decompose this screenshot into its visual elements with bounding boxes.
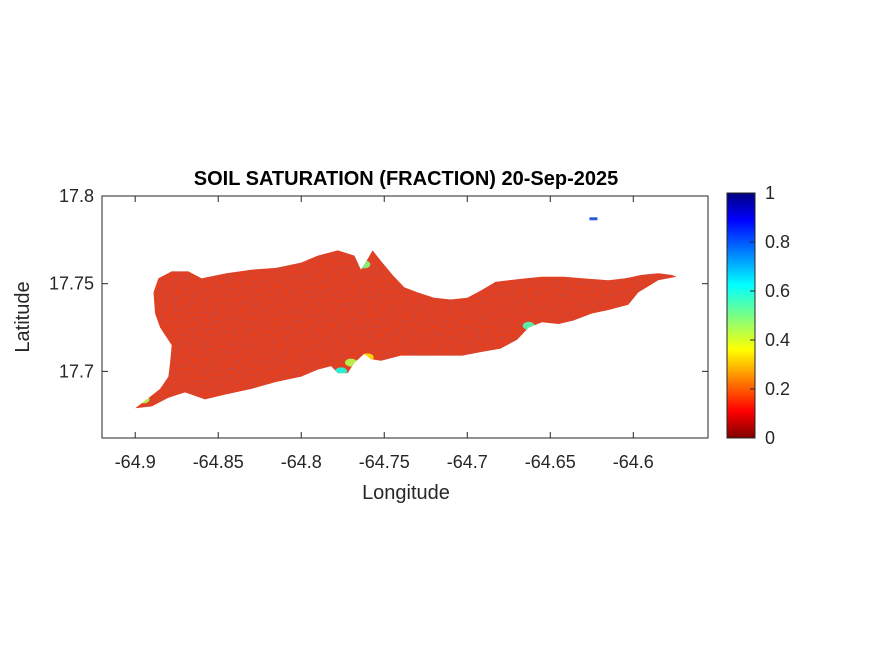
colorbar-ticks: 0 0.2 0.4 0.6 0.8 1 — [750, 183, 790, 448]
y-tick-label: 17.7 — [59, 361, 94, 381]
axes-box — [101, 195, 709, 439]
colorbar-tick-label: 0.6 — [765, 281, 790, 301]
y-axis: 17.7 17.75 17.8 — [49, 186, 708, 381]
x-tick-label: -64.85 — [193, 452, 244, 472]
islet — [589, 217, 598, 221]
x-tick-label: -64.65 — [525, 452, 576, 472]
colorbar: 0 0.2 0.4 0.6 0.8 1 — [726, 183, 790, 448]
colorbar-tick-label: 0.2 — [765, 379, 790, 399]
colorbar-tick-label: 1 — [765, 183, 775, 203]
x-tick-label: -64.7 — [447, 452, 488, 472]
y-axis-label: Latitude — [12, 281, 34, 352]
colorbar-tick-label: 0 — [765, 428, 775, 448]
x-tick-label: -64.75 — [359, 452, 410, 472]
x-axis: -64.9 -64.85 -64.8 -64.75 -64.7 -64.65 -64.6 — [115, 196, 654, 472]
x-axis-label: Longitude — [362, 482, 450, 504]
colorbar-tick-label: 0.8 — [765, 232, 790, 252]
chart-title: SOIL SATURATION (FRACTION) 20-Sep-2025 — [194, 168, 619, 190]
colorbar-tick-label: 0.4 — [765, 330, 790, 350]
x-tick-label: -64.6 — [613, 452, 654, 472]
y-tick-label: 17.8 — [59, 186, 94, 206]
x-tick-label: -64.9 — [115, 452, 156, 472]
x-tick-label: -64.8 — [281, 452, 322, 472]
colorbar-gradient — [726, 192, 756, 439]
y-tick-label: 17.75 — [49, 274, 94, 294]
